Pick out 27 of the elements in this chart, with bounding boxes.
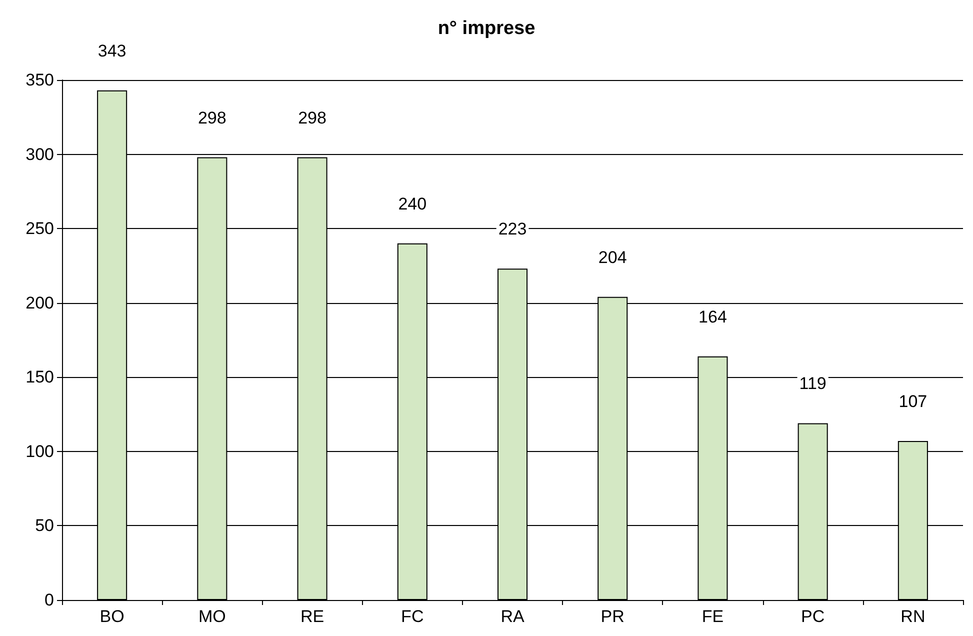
- y-tick-label: 250: [26, 219, 54, 238]
- data-label: 164: [698, 307, 727, 326]
- data-label: 119: [799, 374, 826, 394]
- x-tick-label: MO: [198, 607, 226, 626]
- data-label: 223: [498, 220, 527, 239]
- y-tick-label: 150: [26, 368, 54, 387]
- y-tick-label: 200: [26, 293, 54, 312]
- data-label: 240: [398, 194, 427, 214]
- x-tick-label: PR: [600, 607, 624, 626]
- data-label: 298: [298, 108, 326, 128]
- x-tick-label: RE: [300, 607, 324, 626]
- chart-title: n° imprese: [438, 18, 536, 39]
- y-tick-label: 300: [26, 144, 54, 164]
- x-tick-label: BO: [100, 607, 124, 626]
- x-tick-label: RA: [500, 607, 525, 626]
- y-tick-label: 50: [35, 516, 54, 536]
- y-tick-label: 350: [26, 70, 54, 90]
- x-tick-label: FE: [702, 607, 724, 626]
- data-label: 298: [198, 108, 226, 128]
- x-tick-label: FC: [401, 607, 424, 626]
- data-label: 107: [898, 392, 928, 412]
- data-label: 343: [98, 41, 126, 60]
- x-tick-label: PC: [801, 607, 825, 626]
- data-label: 204: [598, 248, 627, 267]
- y-tick-label: 100: [26, 442, 54, 461]
- y-tick-label: 0: [44, 590, 54, 610]
- x-tick-label: RN: [900, 607, 926, 626]
